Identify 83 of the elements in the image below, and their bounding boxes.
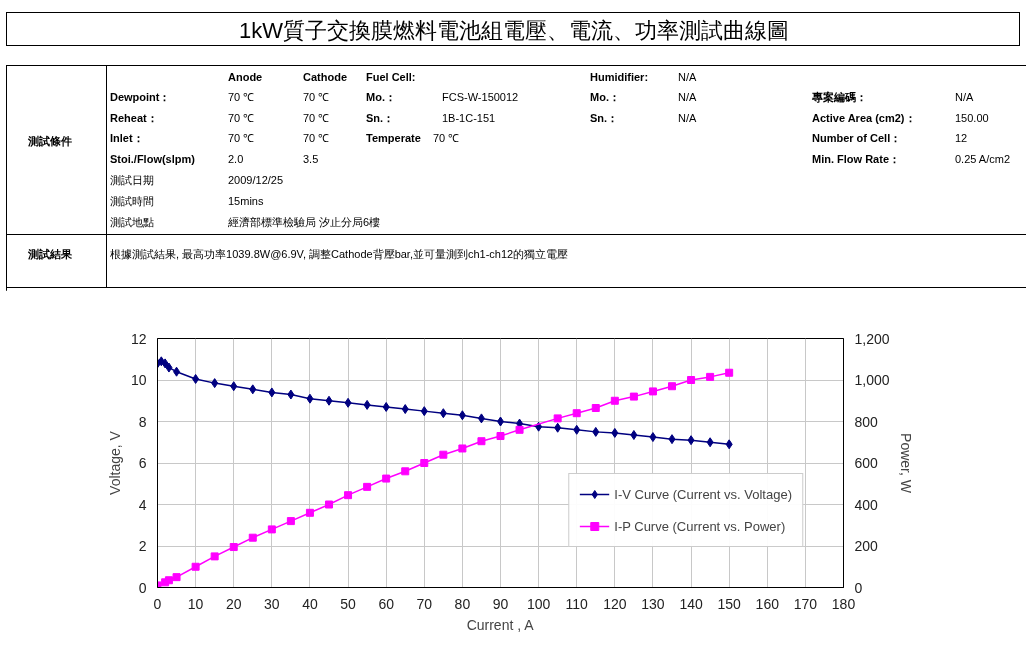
chart-title: 1kW質子交換膜燃料電池組電壓、電流、功率測試曲線圖 <box>238 17 790 45</box>
y-tick-label: 12 <box>130 330 147 347</box>
text: 2009/12/25 <box>228 173 284 188</box>
x-tick-label: 160 <box>755 595 780 612</box>
text: Mo.： <box>366 90 396 105</box>
text: 測試地點 <box>110 215 154 230</box>
x-tick-label: 70 <box>416 595 433 612</box>
text: 測試結果 <box>28 247 72 262</box>
text: 70 ℃ <box>228 111 255 126</box>
y2-tick-label: 1,000 <box>854 372 890 388</box>
text: 經濟部標準檢驗局 汐止分局6樓 <box>228 215 381 230</box>
text: Humidifier: <box>590 70 649 85</box>
text: 專案編碼： <box>812 90 867 105</box>
x-tick-label: 80 <box>454 595 471 612</box>
text: 15mins <box>228 194 264 209</box>
text: N/A <box>678 90 697 105</box>
y-tick-label: 6 <box>138 455 147 471</box>
x-tick-label: 90 <box>492 595 509 612</box>
x-tick-label: 30 <box>264 595 280 612</box>
x-tick-label: 50 <box>340 595 357 612</box>
x-tick-label: 60 <box>378 595 395 612</box>
x-axis-title: Current , A <box>466 616 535 633</box>
text: 70 ℃ <box>228 90 255 105</box>
x-tick-label: 110 <box>565 595 589 612</box>
x-tick-label: 120 <box>603 595 627 612</box>
text: Temperate <box>366 131 421 146</box>
text: 2.0 <box>228 152 244 167</box>
text: 1B-1C-151 <box>442 111 496 126</box>
legend-label: I-P Curve (Current vs. Power) <box>614 518 786 534</box>
x-tick-label: 10 <box>187 595 204 612</box>
text: 70 ℃ <box>303 90 330 105</box>
y2-tick-label: 800 <box>854 413 879 430</box>
x-tick-label: 20 <box>225 595 242 612</box>
y-tick-label: 8 <box>138 413 147 430</box>
x-tick-label: 130 <box>641 595 665 612</box>
text: 測試時間 <box>110 194 154 209</box>
text: 測試日期 <box>110 173 154 188</box>
y-axis-title: Voltage, V <box>106 430 123 495</box>
text: 70 ℃ <box>433 131 460 146</box>
text: N/A <box>678 111 697 126</box>
text: 3.5 <box>303 152 319 167</box>
text: Stoi./Flow(slpm) <box>110 152 195 167</box>
text: Sn.： <box>366 111 395 126</box>
legend-label: I-V Curve (Current vs. Voltage) <box>614 486 792 502</box>
text: Reheat： <box>110 111 158 126</box>
x-tick-label: 100 <box>526 595 551 612</box>
y2-tick-label: 400 <box>854 496 879 513</box>
text: Sn.： <box>590 111 619 126</box>
y-tick-label: 10 <box>130 372 147 388</box>
text: 70 ℃ <box>228 131 255 146</box>
y2-tick-label: 1,200 <box>854 330 890 347</box>
text: Min. Flow Rate： <box>812 152 900 167</box>
y-tick-label: 2 <box>138 538 147 554</box>
y-tick-label: 4 <box>138 496 147 513</box>
y-tick-label: 0 <box>138 579 147 596</box>
text: Number of Cell： <box>812 131 902 146</box>
text: 70 ℃ <box>303 131 330 146</box>
text: Cathode <box>303 70 347 85</box>
text: 70 ℃ <box>303 111 330 126</box>
text: Fuel Cell: <box>366 70 416 85</box>
x-tick-label: 40 <box>302 595 318 612</box>
x-tick-label: 180 <box>831 595 856 612</box>
text: Active Area (cm2)： <box>812 111 916 126</box>
x-tick-label: 0 <box>153 595 162 612</box>
y2-axis-title: Power, W <box>897 433 914 494</box>
text: N/A <box>678 70 697 85</box>
text: FCS-W-150012 <box>442 90 519 105</box>
y2-tick-label: 600 <box>854 455 879 471</box>
text: 測試條件 <box>28 134 72 149</box>
y2-tick-label: 200 <box>854 538 879 554</box>
x-tick-label: 150 <box>717 595 742 612</box>
text: N/A <box>955 90 974 105</box>
text: 根據測試結果, 最高功率1039.8W@6.9V, 調整Cathode背壓bar,並可量測到ch1-ch12的獨立電壓 <box>110 247 569 262</box>
text: 12 <box>955 131 968 146</box>
text: Mo.： <box>590 90 620 105</box>
text: 150.00 <box>955 111 989 126</box>
text: Inlet： <box>110 131 144 146</box>
y2-tick-label: 0 <box>854 579 863 596</box>
x-tick-label: 140 <box>679 595 703 612</box>
x-tick-label: 170 <box>793 595 818 612</box>
text: 0.25 A/cm2 <box>955 152 1011 167</box>
text: Anode <box>228 70 263 85</box>
text: Dewpoint： <box>110 90 171 105</box>
